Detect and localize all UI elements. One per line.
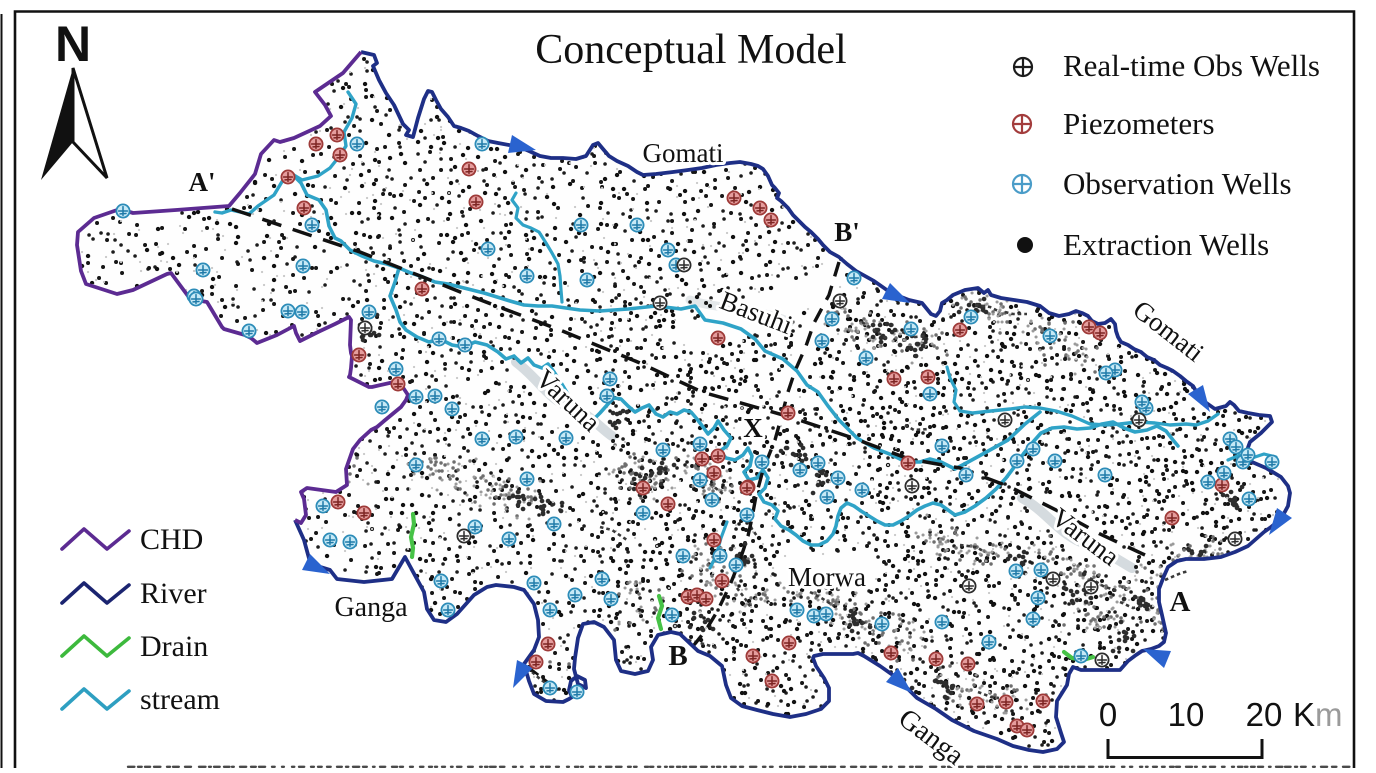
svg-text:Gomati: Gomati <box>643 138 724 168</box>
svg-text:Conceptual Model: Conceptual Model <box>535 27 846 73</box>
svg-text:CHD: CHD <box>140 523 203 556</box>
svg-text:Km: Km <box>1293 696 1343 733</box>
svg-text:B': B' <box>834 217 860 247</box>
svg-text:A': A' <box>189 167 216 197</box>
svg-text:N: N <box>55 16 91 72</box>
svg-text:20: 20 <box>1246 696 1283 733</box>
svg-text:Morwa: Morwa <box>788 562 866 592</box>
svg-text:X: X <box>743 413 763 443</box>
svg-text:B: B <box>668 640 687 672</box>
svg-text:Extraction Wells: Extraction Wells <box>1063 227 1269 262</box>
svg-text:Ganga: Ganga <box>334 592 408 623</box>
svg-text:Observation Wells: Observation Wells <box>1063 166 1292 201</box>
svg-text:Real-time Obs Wells: Real-time Obs Wells <box>1063 48 1320 83</box>
svg-text:Piezometers: Piezometers <box>1063 106 1215 141</box>
svg-text:0: 0 <box>1099 696 1117 733</box>
svg-text:10: 10 <box>1168 696 1205 733</box>
svg-text:Drain: Drain <box>140 630 208 663</box>
svg-text:River: River <box>140 577 207 610</box>
svg-text:A: A <box>1170 586 1191 618</box>
svg-text:stream: stream <box>140 683 220 716</box>
